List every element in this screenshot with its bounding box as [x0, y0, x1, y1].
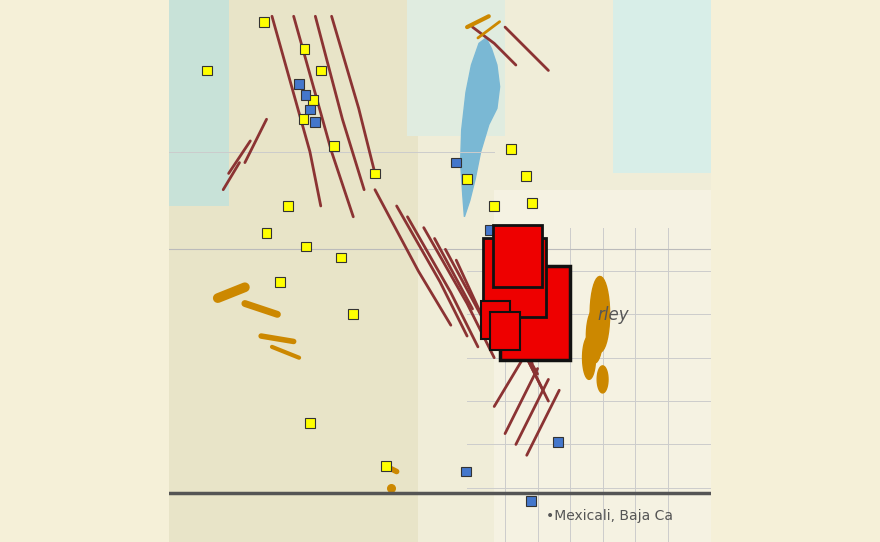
Point [385, 483, 399, 492]
Bar [381, 461, 391, 471]
Polygon shape [583, 336, 596, 379]
Bar [294, 79, 304, 89]
Polygon shape [586, 309, 603, 363]
Bar [298, 114, 308, 124]
Bar [308, 95, 318, 105]
Bar [493, 225, 542, 287]
FancyBboxPatch shape [407, 0, 505, 136]
FancyBboxPatch shape [169, 0, 229, 206]
Bar [500, 258, 510, 268]
Bar [532, 315, 542, 325]
Bar [329, 141, 339, 151]
Bar [526, 496, 536, 506]
Bar [311, 117, 320, 127]
Bar [305, 418, 315, 428]
Bar [489, 312, 499, 322]
Bar [521, 171, 531, 181]
FancyBboxPatch shape [169, 0, 418, 542]
Bar [451, 158, 461, 167]
Bar [500, 266, 570, 360]
Bar [461, 467, 471, 476]
Bar [489, 201, 499, 211]
Polygon shape [590, 276, 610, 352]
Bar [336, 253, 346, 262]
Bar [202, 66, 212, 75]
Text: rley: rley [598, 306, 629, 324]
Bar [275, 277, 285, 287]
FancyBboxPatch shape [495, 190, 711, 542]
Bar [554, 437, 563, 447]
Bar [495, 231, 506, 241]
Bar [485, 225, 495, 235]
Polygon shape [598, 366, 608, 393]
Bar [506, 144, 516, 154]
Bar [348, 309, 358, 319]
Polygon shape [460, 38, 500, 217]
FancyBboxPatch shape [613, 0, 711, 173]
FancyBboxPatch shape [169, 0, 711, 542]
Bar [514, 282, 524, 292]
Bar [299, 44, 310, 54]
Bar [316, 66, 326, 75]
Bar [527, 198, 537, 208]
Bar [483, 238, 546, 317]
Bar [370, 169, 380, 178]
Text: •Mexicali, Baja Ca: •Mexicali, Baja Ca [546, 509, 672, 524]
Bar [490, 312, 520, 350]
Bar [283, 201, 293, 211]
Bar [462, 174, 472, 184]
Bar [480, 301, 510, 339]
Bar [301, 242, 311, 251]
Bar [305, 105, 315, 114]
Bar [261, 228, 271, 238]
Bar [301, 90, 311, 100]
Bar [259, 17, 268, 27]
